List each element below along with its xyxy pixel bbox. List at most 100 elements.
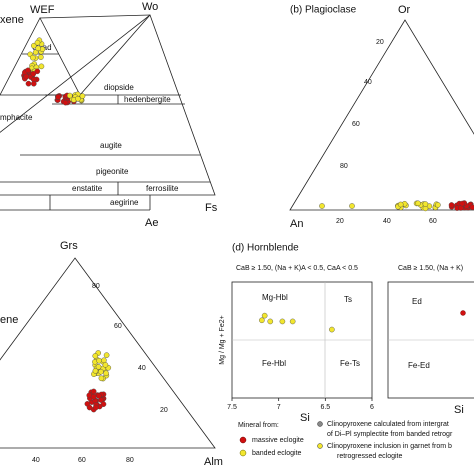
point bbox=[279, 318, 286, 325]
point bbox=[459, 200, 466, 207]
field-label: Mg-Hbl bbox=[262, 293, 288, 302]
panel-d: (d) Hornblende CaB ≥ 1.50, (Na + K)A < 0… bbox=[219, 243, 474, 424]
field-label: Fe-Ts bbox=[340, 359, 360, 368]
label: mphacite bbox=[0, 113, 33, 122]
point bbox=[66, 92, 73, 99]
legend-label: banded eclogite bbox=[252, 450, 302, 457]
legend-swatch bbox=[239, 436, 247, 444]
legend-swatch bbox=[239, 449, 247, 457]
point bbox=[96, 393, 102, 399]
link bbox=[79, 14, 151, 96]
point bbox=[448, 202, 455, 208]
panel-c: Grs ene Alm 80 60 40 20 40 60 80 bbox=[0, 240, 223, 468]
legend-title: Mineral from: bbox=[238, 422, 279, 429]
triangle bbox=[289, 19, 474, 211]
label: ene bbox=[0, 314, 18, 326]
x-tick-label: 7 bbox=[277, 404, 281, 411]
tick-label: 20 bbox=[160, 407, 168, 414]
label: enstatite bbox=[72, 184, 103, 193]
label: Wo bbox=[142, 1, 158, 13]
point bbox=[289, 318, 296, 325]
point bbox=[96, 357, 102, 364]
label: aegirine bbox=[110, 198, 139, 207]
field-label: Fe-Hbl bbox=[262, 359, 286, 368]
point bbox=[90, 393, 97, 400]
point bbox=[422, 201, 429, 207]
tick-label: 80 bbox=[126, 457, 134, 464]
point bbox=[31, 80, 37, 87]
point bbox=[329, 326, 335, 333]
point bbox=[38, 54, 44, 60]
panel-b: (b) Plagioclase Or An 20 40 60 80 20 40 … bbox=[289, 4, 474, 230]
point bbox=[349, 203, 355, 209]
triangle bbox=[0, 14, 216, 196]
point-cluster bbox=[319, 200, 474, 212]
point bbox=[90, 388, 97, 395]
panel-a: xene WEF Wo Quad diopside hedenbergite m… bbox=[0, 1, 218, 229]
point bbox=[101, 357, 107, 364]
tick-label: 80 bbox=[92, 283, 100, 290]
point bbox=[98, 368, 104, 375]
tick-label: 60 bbox=[78, 457, 86, 464]
x-axis-label: Si bbox=[300, 412, 310, 424]
point bbox=[30, 71, 37, 77]
point bbox=[25, 67, 31, 74]
tick-label: 40 bbox=[138, 365, 146, 372]
tick-label: 80 bbox=[340, 163, 348, 170]
label: Ae bbox=[145, 217, 158, 229]
x-tick-label: 6.5 bbox=[320, 404, 330, 411]
tick-label: 20 bbox=[376, 39, 384, 46]
point bbox=[31, 42, 37, 49]
point bbox=[397, 201, 404, 208]
point bbox=[435, 202, 441, 208]
point bbox=[103, 370, 109, 377]
point bbox=[38, 63, 45, 70]
label: Grs bbox=[60, 240, 78, 252]
point bbox=[79, 93, 86, 99]
legend-swatch bbox=[317, 443, 323, 449]
point bbox=[35, 45, 41, 52]
tick-label: 40 bbox=[32, 457, 40, 464]
label: hedenbergite bbox=[124, 95, 171, 104]
point-cluster bbox=[84, 350, 112, 413]
label: augite bbox=[100, 141, 122, 150]
point bbox=[259, 317, 265, 324]
point bbox=[415, 200, 421, 207]
point bbox=[75, 95, 81, 102]
field-label: Fe-Ed bbox=[408, 361, 430, 370]
label: diopside bbox=[104, 83, 134, 92]
point bbox=[267, 318, 274, 325]
label: Or bbox=[398, 4, 411, 16]
legend-label: of Di–Pl symplectite from banded retrogr bbox=[327, 431, 453, 438]
legend-swatch bbox=[317, 421, 323, 427]
point bbox=[23, 73, 30, 80]
triangle bbox=[0, 257, 216, 449]
label: An bbox=[290, 218, 303, 230]
point bbox=[92, 404, 99, 411]
legend-label: Clinopyroxene calculated from intergrat bbox=[327, 421, 449, 428]
point bbox=[30, 54, 36, 61]
label: xene bbox=[0, 14, 24, 26]
point bbox=[460, 310, 466, 316]
point bbox=[34, 39, 41, 46]
point bbox=[469, 204, 474, 211]
tick-label: 60 bbox=[352, 121, 360, 128]
field-label: Ts bbox=[344, 295, 352, 304]
subtitle: CaB ≥ 1.50, (Na + K)A < 0.5, CaA < 0.5 bbox=[236, 265, 358, 272]
label: pigeonite bbox=[96, 167, 129, 176]
tick-label: 60 bbox=[429, 218, 437, 225]
legend-label: retrogressed eclogite bbox=[337, 453, 402, 460]
legend: Mineral from: massive eclogite banded ec… bbox=[238, 421, 453, 460]
x-tick-label: 6 bbox=[370, 404, 374, 411]
point-cluster bbox=[21, 37, 86, 106]
y-axis-label: Mg / Mg + Fe2+ bbox=[219, 315, 226, 364]
tick-label: 40 bbox=[364, 79, 372, 86]
point bbox=[55, 94, 61, 100]
legend-label: massive eclogite bbox=[252, 437, 304, 444]
small-triangle bbox=[0, 17, 81, 96]
point bbox=[98, 375, 105, 382]
tick-label: 20 bbox=[336, 218, 344, 225]
label: WEF bbox=[30, 4, 55, 16]
x-tick-label: 7.5 bbox=[227, 404, 237, 411]
x-axis-label: Si bbox=[454, 404, 464, 416]
